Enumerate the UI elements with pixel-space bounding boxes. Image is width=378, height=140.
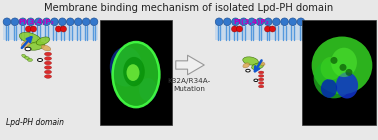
Ellipse shape (45, 66, 51, 69)
Ellipse shape (259, 62, 265, 66)
Ellipse shape (311, 37, 372, 94)
Ellipse shape (321, 79, 337, 98)
Ellipse shape (37, 59, 42, 61)
Circle shape (264, 18, 272, 26)
Ellipse shape (254, 79, 258, 82)
Ellipse shape (19, 32, 41, 44)
Circle shape (59, 18, 66, 26)
Circle shape (35, 18, 42, 26)
Ellipse shape (45, 61, 51, 65)
Ellipse shape (259, 78, 264, 81)
Ellipse shape (246, 69, 250, 72)
Circle shape (270, 26, 276, 32)
Ellipse shape (259, 85, 264, 88)
Ellipse shape (139, 78, 157, 101)
Circle shape (25, 26, 31, 32)
Ellipse shape (45, 52, 51, 56)
Ellipse shape (127, 64, 139, 81)
Circle shape (60, 26, 67, 32)
Ellipse shape (45, 57, 51, 60)
Ellipse shape (336, 72, 358, 99)
Ellipse shape (259, 71, 264, 74)
Circle shape (289, 18, 296, 26)
Ellipse shape (314, 59, 354, 98)
Ellipse shape (41, 45, 51, 51)
Circle shape (240, 18, 248, 26)
Text: PI(3,4)P₂: PI(3,4)P₂ (233, 19, 269, 25)
Ellipse shape (321, 57, 341, 80)
Text: K32A/R34A-
Mutation: K32A/R34A- Mutation (167, 78, 211, 92)
Bar (215, 24, 305, 40)
Circle shape (51, 18, 58, 26)
Text: Membrane binding mechanism of isolated Lpd-PH domain: Membrane binding mechanism of isolated L… (44, 3, 334, 13)
FancyArrowPatch shape (176, 55, 204, 75)
Ellipse shape (45, 70, 51, 74)
Circle shape (232, 18, 239, 26)
Ellipse shape (243, 57, 259, 65)
Ellipse shape (259, 82, 264, 84)
Circle shape (74, 18, 82, 26)
Circle shape (67, 18, 74, 26)
Circle shape (215, 18, 223, 26)
Circle shape (56, 26, 62, 32)
Circle shape (297, 18, 305, 26)
Circle shape (248, 18, 256, 26)
Text: Lpd-PH domain: Lpd-PH domain (6, 118, 64, 127)
Circle shape (223, 18, 231, 26)
Circle shape (237, 26, 243, 32)
Bar (3, 24, 98, 40)
Ellipse shape (110, 47, 142, 87)
Ellipse shape (22, 40, 31, 48)
Circle shape (3, 18, 11, 26)
Circle shape (27, 18, 34, 26)
Circle shape (31, 26, 37, 32)
Circle shape (11, 18, 19, 26)
Circle shape (345, 69, 353, 76)
Ellipse shape (45, 75, 51, 78)
Ellipse shape (27, 42, 45, 50)
Ellipse shape (25, 56, 29, 60)
Circle shape (281, 18, 288, 26)
Circle shape (330, 57, 338, 64)
Ellipse shape (25, 47, 31, 51)
Circle shape (265, 26, 271, 32)
Circle shape (339, 64, 347, 71)
Circle shape (90, 18, 98, 26)
Circle shape (273, 18, 280, 26)
Bar (302, 20, 376, 125)
Ellipse shape (243, 63, 249, 68)
Circle shape (19, 18, 26, 26)
Ellipse shape (331, 48, 357, 77)
Ellipse shape (252, 63, 263, 70)
Ellipse shape (36, 37, 50, 45)
Circle shape (231, 26, 237, 32)
Ellipse shape (113, 42, 160, 107)
Circle shape (43, 18, 50, 26)
Ellipse shape (123, 57, 145, 86)
Ellipse shape (22, 54, 26, 58)
Bar (100, 20, 172, 125)
Circle shape (82, 18, 90, 26)
Ellipse shape (259, 75, 264, 77)
Circle shape (256, 18, 264, 26)
Ellipse shape (28, 59, 33, 61)
Text: PI(3,4)P₂: PI(3,4)P₂ (18, 19, 54, 25)
